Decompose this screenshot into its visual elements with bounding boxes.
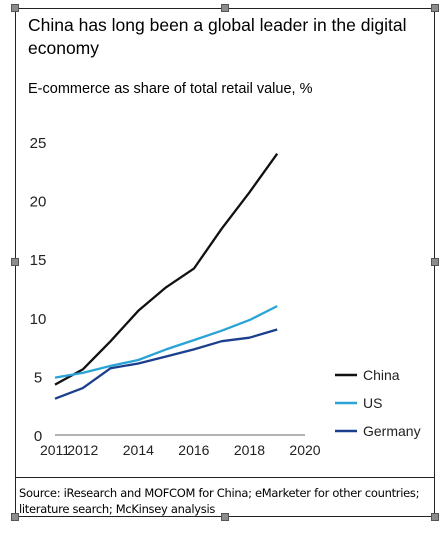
legend-label-us: US xyxy=(363,395,382,411)
legend-label-germany: Germany xyxy=(363,423,421,439)
series-line-china xyxy=(54,153,279,386)
resize-handle-middle-right[interactable] xyxy=(431,258,439,266)
chart-title: E-commerce as share of total retail valu… xyxy=(28,81,313,97)
y-tick-label: 5 xyxy=(34,369,42,386)
y-tick-label: 25 xyxy=(30,135,47,152)
y-axis-ticks: 0 5 10 15 20 25 xyxy=(30,135,47,445)
source-divider xyxy=(15,477,435,478)
y-tick-label: 0 xyxy=(34,428,42,445)
x-tick-label: 2011 xyxy=(40,442,70,458)
resize-handle-bottom-left[interactable] xyxy=(11,513,19,521)
legend: China US Germany xyxy=(335,367,421,439)
x-tick-label: 2014 xyxy=(123,442,154,458)
y-tick-label: 20 xyxy=(30,194,47,211)
resize-handle-bottom-right[interactable] xyxy=(431,513,439,521)
resize-handle-top-left[interactable] xyxy=(11,4,19,12)
legend-label-china: China xyxy=(363,367,400,383)
x-tick-label: 2020 xyxy=(289,442,320,458)
y-tick-label: 15 xyxy=(30,252,47,269)
resize-handle-top-center[interactable] xyxy=(221,4,229,12)
resize-handle-bottom-center[interactable] xyxy=(221,513,229,521)
y-tick-label: 10 xyxy=(30,311,47,328)
series-lines xyxy=(54,153,279,400)
series-line-us xyxy=(54,305,278,379)
figure-title: China has long been a global leader in t… xyxy=(28,15,407,58)
series-line-germany xyxy=(54,328,278,400)
resize-handle-top-right[interactable] xyxy=(431,4,439,12)
x-tick-label: 2012 xyxy=(67,442,98,458)
resize-handle-middle-left[interactable] xyxy=(11,258,19,266)
x-tick-label: 2018 xyxy=(234,442,265,458)
source-note: Source: iResearch and MOFCOM for China; … xyxy=(19,486,420,516)
x-tick-label: 2016 xyxy=(178,442,209,458)
figure-frame xyxy=(15,8,435,517)
